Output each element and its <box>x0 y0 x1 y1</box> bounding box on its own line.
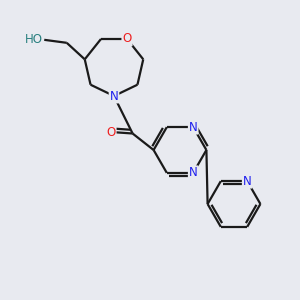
Text: N: N <box>189 121 198 134</box>
Text: HO: HO <box>25 33 43 46</box>
Text: O: O <box>122 32 132 46</box>
Text: N: N <box>189 167 198 179</box>
Text: N: N <box>110 89 118 103</box>
Text: O: O <box>106 125 116 139</box>
Text: N: N <box>243 175 252 188</box>
